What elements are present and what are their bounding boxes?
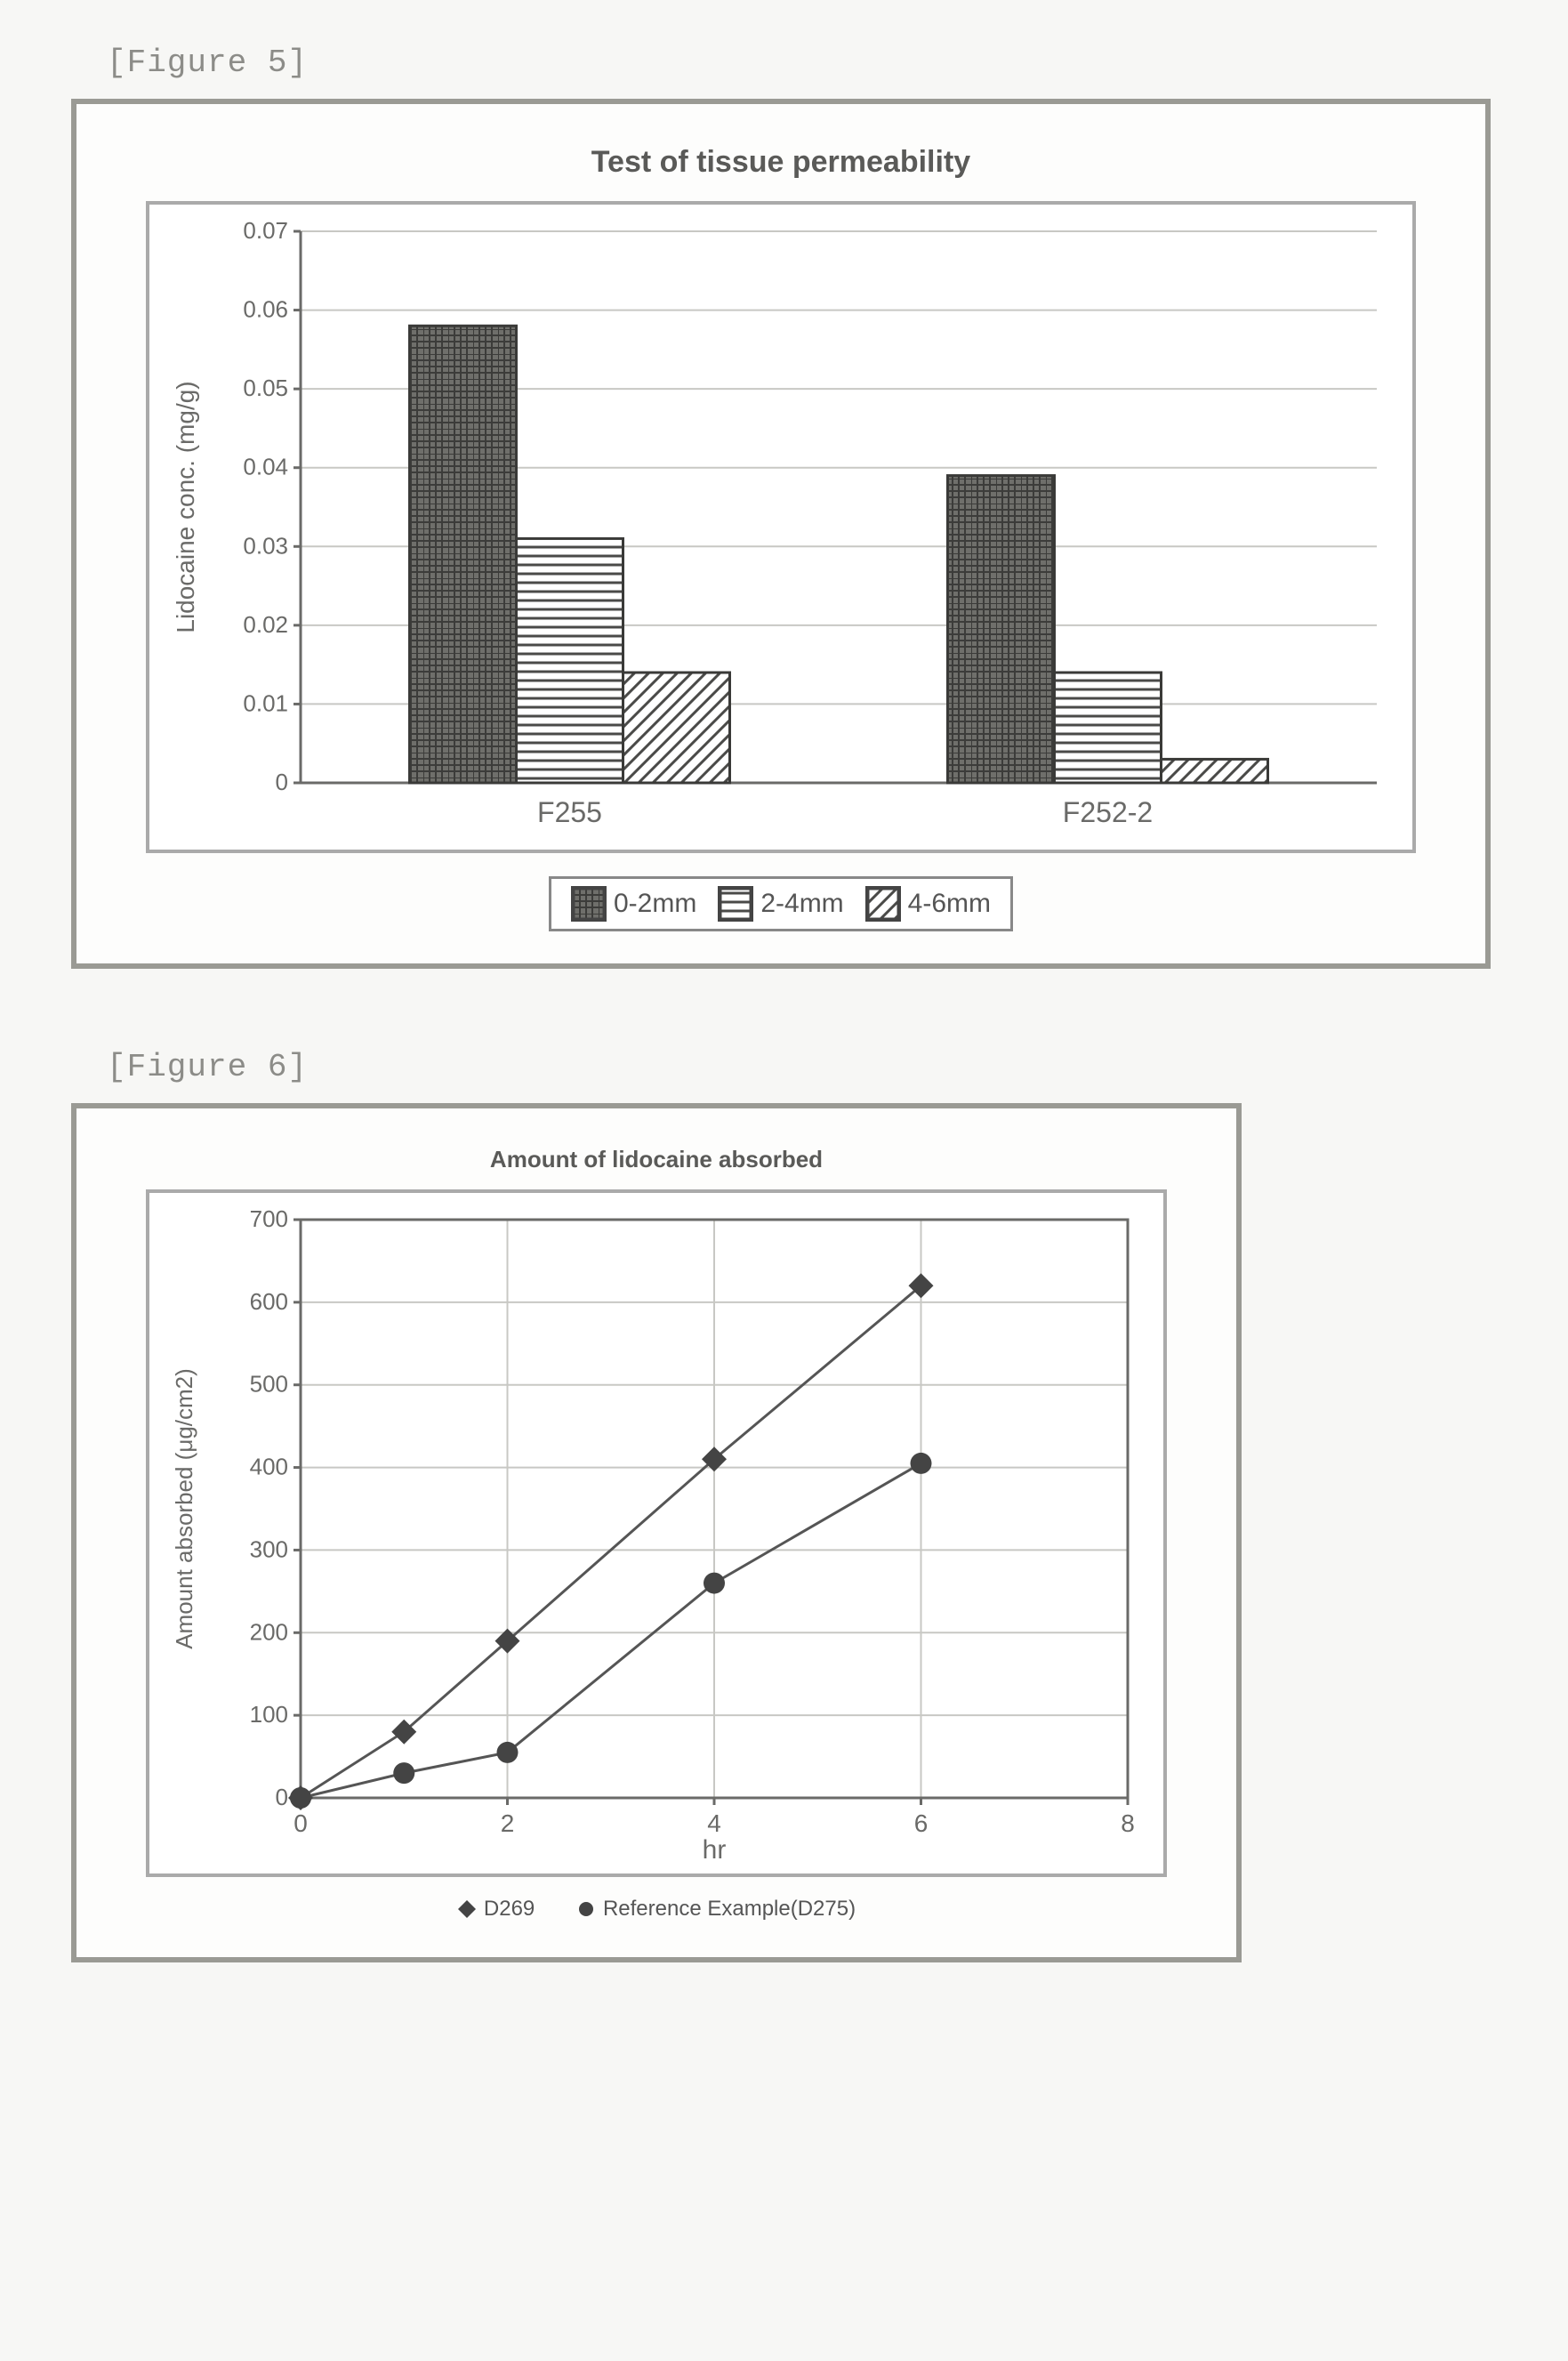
figure5-frame: Test of tissue permeability [71, 99, 1491, 969]
svg-text:0.03: 0.03 [243, 532, 288, 559]
svg-text:6: 6 [914, 1809, 929, 1837]
svg-text:0: 0 [276, 769, 288, 795]
svg-text:0: 0 [293, 1809, 308, 1837]
svg-text:8: 8 [1121, 1809, 1135, 1837]
figure6-line-chart: 0 100 200 300 400 500 600 700 0 2 4 6 8 hr Amount abso… [149, 1193, 1163, 1869]
figure6-caption: [Figure 6] [107, 1049, 1497, 1085]
figure5-bar-chart: 0 0.01 0.02 0.03 0.04 0.05 0.06 0.07 Lidocaine c… [149, 205, 1412, 845]
legend-label: D269 [484, 1897, 535, 1922]
svg-text:0.02: 0.02 [243, 611, 288, 638]
svg-text:0.01: 0.01 [243, 689, 288, 716]
svg-text:0: 0 [276, 1784, 288, 1810]
figure5-legend: 0-2mm 2-4mm 4-6mm [549, 876, 1013, 931]
svg-text:600: 600 [250, 1288, 288, 1315]
svg-text:F255: F255 [537, 796, 602, 828]
figure6-plot-card: 0 100 200 300 400 500 600 700 0 2 4 6 8 hr Amount abso… [146, 1189, 1167, 1877]
svg-text:400: 400 [250, 1454, 288, 1480]
legend-item-d269: D269 [457, 1897, 535, 1922]
svg-text:Lidocaine conc. (mg/g): Lidocaine conc. (mg/g) [172, 381, 199, 633]
svg-text:0.04: 0.04 [243, 454, 288, 480]
svg-text:0.06: 0.06 [243, 296, 288, 323]
legend-label: Reference Example(D275) [603, 1897, 856, 1922]
legend-label: 4-6mm [908, 889, 991, 919]
svg-text:0.07: 0.07 [243, 217, 288, 244]
svg-text:100: 100 [250, 1701, 288, 1728]
svg-text:300: 300 [250, 1535, 288, 1562]
diamond-icon [457, 1899, 477, 1919]
svg-text:hr: hr [703, 1835, 727, 1865]
svg-text:Amount absorbed (μg/cm2): Amount absorbed (μg/cm2) [171, 1368, 197, 1649]
figure6-frame: Amount of lidocaine absorbed 0 100 200 300 4… [71, 1103, 1242, 1962]
legend-item-4-6mm: 4-6mm [865, 886, 991, 922]
svg-text:200: 200 [250, 1618, 288, 1645]
legend-label: 0-2mm [614, 889, 696, 919]
legend-label: 2-4mm [760, 889, 843, 919]
svg-text:500: 500 [250, 1371, 288, 1398]
svg-text:2: 2 [501, 1809, 515, 1837]
figure5-plot-card: 0 0.01 0.02 0.03 0.04 0.05 0.06 0.07 Lidocaine c… [146, 201, 1416, 853]
figure5-caption: [Figure 5] [107, 44, 1497, 81]
svg-text:4: 4 [707, 1809, 721, 1837]
circle-icon [576, 1899, 596, 1919]
svg-text:0.05: 0.05 [243, 375, 288, 401]
svg-text:700: 700 [250, 1205, 288, 1232]
svg-text:F252-2: F252-2 [1063, 796, 1153, 828]
legend-item-ref: Reference Example(D275) [576, 1897, 856, 1922]
legend-item-0-2mm: 0-2mm [571, 886, 696, 922]
figure5-title: Test of tissue permeability [96, 145, 1466, 180]
figure6-title: Amount of lidocaine absorbed [96, 1146, 1217, 1173]
legend-item-2-4mm: 2-4mm [718, 886, 843, 922]
